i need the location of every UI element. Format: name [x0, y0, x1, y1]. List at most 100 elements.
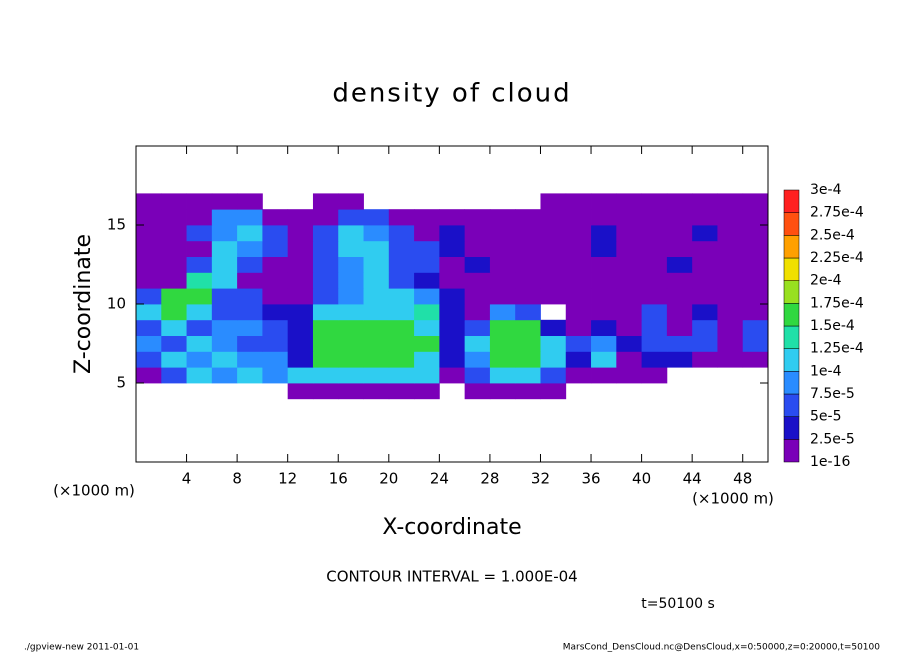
field-cell — [136, 304, 162, 321]
field-cell — [136, 240, 162, 257]
field-cell — [312, 193, 339, 210]
colorbar-box — [783, 303, 800, 327]
y-tick-label: 10 — [107, 295, 126, 313]
field-cell — [742, 225, 769, 242]
field-cell — [540, 240, 567, 257]
field-cell — [287, 240, 314, 257]
field-cell — [666, 304, 693, 321]
field-cell — [388, 335, 415, 352]
field-cell — [414, 351, 440, 368]
field-cell — [338, 240, 364, 257]
y-axis-label: Z-coordinate — [71, 234, 96, 374]
field-cell — [388, 272, 415, 289]
field-cell — [388, 288, 415, 305]
field-cell — [692, 240, 718, 257]
field-cell — [136, 272, 162, 289]
field-cell — [515, 319, 541, 336]
field-cell — [742, 240, 769, 257]
field-cell — [692, 193, 718, 210]
field-cell — [161, 272, 187, 289]
field-cell — [262, 256, 289, 273]
field-cell — [591, 335, 617, 352]
colorbar-label: 2.25e-4 — [810, 250, 864, 266]
field-cell — [616, 225, 642, 242]
field-cell — [464, 319, 491, 336]
field-cell — [515, 272, 541, 289]
colorbar-label: 3e-4 — [810, 182, 842, 198]
field-cell — [211, 351, 238, 368]
field-cell — [363, 383, 390, 400]
field-cell — [692, 209, 718, 226]
field-cell — [742, 256, 769, 273]
field-cell — [565, 193, 592, 210]
footer-right: MarsCond_DensCloud.nc@DensCloud,x=0:5000… — [563, 643, 880, 653]
colorbar-label: 1.25e-4 — [810, 341, 864, 357]
field-cell — [641, 240, 668, 257]
field-cell — [363, 351, 390, 368]
field-cell — [717, 304, 744, 321]
field-cell — [161, 367, 187, 384]
field-cell — [540, 225, 567, 242]
field-cell — [262, 304, 289, 321]
field-cell — [338, 225, 364, 242]
field-cell — [237, 351, 263, 368]
field-cell — [161, 240, 187, 257]
field-cell — [262, 272, 289, 289]
colorbar-box — [783, 393, 800, 417]
field-cell — [414, 256, 440, 273]
colorbar-box — [783, 348, 800, 372]
field-cell — [186, 319, 213, 336]
field-cell — [742, 319, 769, 336]
field-cell — [237, 209, 263, 226]
field-cell — [237, 240, 263, 257]
field-cell — [692, 288, 718, 305]
x-unit: (×1000 m) — [53, 482, 135, 500]
field-cell — [338, 288, 364, 305]
x-tick-label: 48 — [733, 470, 752, 488]
field-cell — [414, 335, 440, 352]
field-cell — [237, 288, 263, 305]
field-cell — [186, 272, 213, 289]
field-cell — [414, 367, 440, 384]
field-cell — [312, 225, 339, 242]
field-cell — [287, 209, 314, 226]
field-cell — [312, 304, 339, 321]
field-cell — [489, 209, 516, 226]
field-cell — [717, 225, 744, 242]
field-cell — [464, 288, 491, 305]
x-axis-label: X-coordinate — [382, 515, 521, 540]
field-cell — [489, 256, 516, 273]
field-cell — [616, 193, 642, 210]
field-cell — [312, 319, 339, 336]
y-unit: (×1000 m) — [692, 490, 774, 508]
field-cell — [489, 288, 516, 305]
field-cell — [464, 304, 491, 321]
field-cell — [287, 288, 314, 305]
field-cell — [591, 193, 617, 210]
field-cell — [692, 319, 718, 336]
colorbar-label: 2e-4 — [810, 273, 842, 289]
field-cell — [338, 209, 364, 226]
y-tick-label: 15 — [107, 216, 126, 234]
field-cell — [641, 319, 668, 336]
field-cell — [540, 335, 567, 352]
field-cell — [186, 240, 213, 257]
colorbar-box — [783, 257, 800, 281]
field-cell — [287, 319, 314, 336]
field-cell — [616, 256, 642, 273]
field-cell — [312, 240, 339, 257]
field-cell — [464, 209, 491, 226]
x-tick-label: 44 — [683, 470, 702, 488]
field-cell — [641, 288, 668, 305]
field-cell — [161, 319, 187, 336]
field-cell — [641, 367, 668, 384]
field-cell — [692, 272, 718, 289]
field-cell — [641, 335, 668, 352]
x-tick-label: 4 — [182, 470, 192, 488]
x-tick-label: 40 — [632, 470, 651, 488]
field-cell — [666, 209, 693, 226]
field-cell — [211, 256, 238, 273]
field-cell — [666, 272, 693, 289]
field-cell — [591, 288, 617, 305]
field-cell — [591, 304, 617, 321]
